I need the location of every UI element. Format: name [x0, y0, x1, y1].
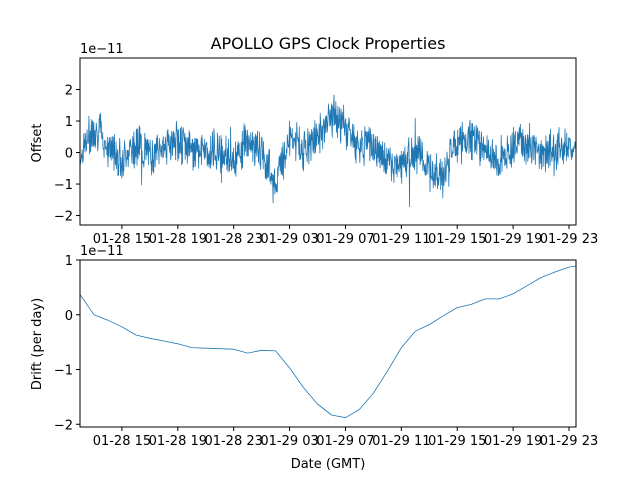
offset-x-tick-label: 01-29 11 — [372, 232, 430, 247]
drift-x-tick-label: 01-29 11 — [372, 434, 430, 449]
offset-y-tick-label: 1 — [65, 115, 73, 130]
offset-x-tick-label: 01-28 19 — [149, 232, 207, 247]
offset-data — [79, 94, 577, 208]
drift-y-scale-label: 1e−11 — [80, 244, 124, 259]
drift-x-tick-label: 01-28 23 — [204, 434, 262, 449]
offset-x-tick-label: 01-28 15 — [93, 232, 151, 247]
offset-x-tick-label: 01-29 03 — [260, 232, 318, 247]
offset-series-line — [79, 94, 577, 208]
drift-x-tick-label: 01-29 23 — [540, 434, 598, 449]
offset-x-tick-label: 01-28 23 — [204, 232, 262, 247]
drift-x-tick-label: 01-29 07 — [316, 434, 374, 449]
drift-x-tick-label: 01-28 19 — [149, 434, 207, 449]
offset-y-tick-label: 0 — [65, 147, 73, 162]
offset-y-tick-label: −1 — [54, 178, 73, 193]
offset-x-tick-label: 01-29 07 — [316, 232, 374, 247]
offset-x-tick-label: 01-29 23 — [540, 232, 598, 247]
drift-y-axis-label: Drift (per day) — [30, 298, 45, 390]
drift-y-tick-label: −2 — [54, 418, 73, 433]
chart-title: APOLLO GPS Clock Properties — [211, 34, 446, 53]
drift-x-tick-label: 01-29 03 — [260, 434, 318, 449]
offset-x-tick-label: 01-29 19 — [484, 232, 542, 247]
drift-x-tick-label: 01-28 15 — [93, 434, 151, 449]
drift-data — [79, 265, 577, 419]
drift-y-tick-label: 0 — [65, 309, 73, 324]
drift-y-tick-label: 1 — [65, 254, 73, 269]
offset-x-tick-label: 01-29 15 — [428, 232, 486, 247]
offset-y-tick-label: 2 — [65, 84, 73, 99]
drift-x-axis-label: Date (GMT) — [291, 457, 366, 472]
drift-y-tick-label: −1 — [54, 364, 73, 379]
offset-y-tick-label: −2 — [54, 210, 73, 225]
drift-plot-frame — [79, 259, 577, 428]
offset-y-scale-label: 1e−11 — [80, 42, 124, 57]
offset-plot-frame — [79, 57, 577, 226]
offset-panel: APOLLO GPS Clock Properties 1e−11 Offset… — [30, 34, 598, 247]
drift-x-tick-label: 01-29 15 — [428, 434, 486, 449]
drift-x-tick-label: 01-29 19 — [484, 434, 542, 449]
offset-y-axis-label: Offset — [30, 123, 45, 162]
drift-panel: 1e−11 Drift (per day) Date (GMT) 01-28 1… — [30, 244, 598, 472]
drift-series-line — [79, 265, 577, 419]
